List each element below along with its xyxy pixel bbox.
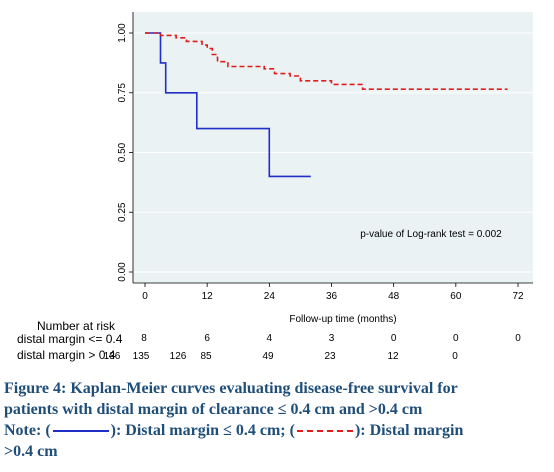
caption-note-mid: ): Distal margin ≤ 0.4 cm; ( xyxy=(110,422,295,439)
y-tick-label: 1.00 xyxy=(117,23,128,43)
risk-count: 49 xyxy=(262,351,274,362)
risk-count: 3 xyxy=(329,333,335,344)
km-curve-series-1 xyxy=(145,32,311,178)
x-tick-label: 48 xyxy=(388,291,400,302)
km-curve-series-2 xyxy=(145,32,508,90)
x-tick-label: 36 xyxy=(326,291,338,302)
x-tick-label: 0 xyxy=(142,291,148,302)
risk-count: 136 xyxy=(104,351,121,362)
caption-line-2: patients with distal margin of clearance… xyxy=(4,401,423,418)
x-tick-label: 72 xyxy=(512,291,524,302)
risk-count: 0 xyxy=(515,333,521,344)
x-axis-label: Follow-up time (months) xyxy=(289,314,396,325)
y-tick-label: 0.50 xyxy=(117,142,128,162)
y-tick-label: 0.25 xyxy=(117,202,128,222)
x-tick-label: 12 xyxy=(202,291,214,302)
y-tick-label: 0.00 xyxy=(117,262,128,282)
km-chart: 0.000.250.500.751.000 12 24 36 48 60 72p-value… xyxy=(17,12,533,362)
caption-line-1: Figure 4: Kaplan-Meier curves evaluating… xyxy=(4,380,458,397)
risk-count: 135 xyxy=(133,351,150,362)
risk-row-label: distal margin <= 0.4 xyxy=(17,332,123,346)
y-tick-label: 0.75 xyxy=(117,83,128,103)
caption-note-end: ): Distal margin xyxy=(354,422,464,439)
risk-count: 23 xyxy=(324,351,336,362)
x-tick-label: 60 xyxy=(450,291,462,302)
risk-row-label: distal margin > 0.4 xyxy=(17,348,116,362)
legend-solid-line-icon xyxy=(52,430,109,433)
risk-count: 0 xyxy=(453,333,459,344)
log-rank-annotation: p-value of Log-rank test = 0.002 xyxy=(360,229,502,240)
x-tick-label: 24 xyxy=(264,291,276,302)
risk-count: 0 xyxy=(452,351,458,362)
risk-count: 0 xyxy=(391,333,397,344)
figure-caption: Figure 4: Kaplan-Meier curves evaluating… xyxy=(4,378,552,462)
risk-count: 12 xyxy=(387,351,399,362)
caption-note: Note: ( ): Distal margin ≤ 0.4 cm; ( ): Di… xyxy=(4,420,552,441)
risk-count: 85 xyxy=(200,351,212,362)
caption-note-start: Note: ( xyxy=(4,422,51,439)
legend-dashed-line-icon xyxy=(296,430,353,433)
risk-count: 126 xyxy=(170,351,187,362)
risk-count: 6 xyxy=(204,333,210,344)
risk-count: 8 xyxy=(141,333,147,344)
plot-area xyxy=(133,12,533,283)
caption-line-4: >0.4 cm xyxy=(4,443,58,460)
risk-table-title: Number at risk xyxy=(37,319,116,333)
risk-count: 4 xyxy=(267,333,273,344)
km-figure: 0.00 0.25 0.50 0.75 1.00 0 12 24 36 48 60 72 p-value… xyxy=(17,12,533,362)
